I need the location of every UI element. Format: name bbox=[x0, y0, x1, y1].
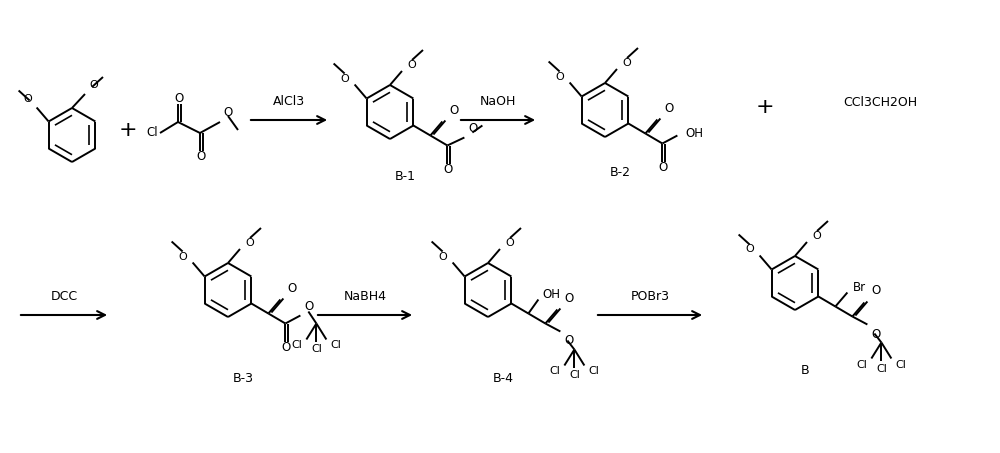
Text: O: O bbox=[24, 93, 33, 103]
Text: DCC: DCC bbox=[50, 290, 78, 303]
Text: O: O bbox=[282, 341, 291, 354]
Text: O: O bbox=[407, 60, 416, 70]
Text: O: O bbox=[341, 73, 350, 83]
Text: Cl: Cl bbox=[857, 360, 867, 370]
Text: O: O bbox=[89, 80, 98, 90]
Text: Cl: Cl bbox=[588, 366, 599, 376]
Text: B: B bbox=[801, 365, 809, 377]
Text: O: O bbox=[564, 291, 574, 304]
Text: OH: OH bbox=[542, 288, 560, 301]
Text: O: O bbox=[871, 328, 881, 341]
Text: O: O bbox=[179, 251, 188, 261]
Text: OH: OH bbox=[685, 127, 703, 140]
Text: O: O bbox=[746, 245, 755, 255]
Text: O: O bbox=[287, 281, 297, 294]
Text: +: + bbox=[119, 120, 137, 140]
Text: Cl: Cl bbox=[895, 360, 906, 370]
Text: Cl: Cl bbox=[311, 344, 322, 355]
Text: O: O bbox=[564, 334, 574, 347]
Text: O: O bbox=[439, 251, 448, 261]
Text: B-2: B-2 bbox=[610, 165, 631, 178]
Text: Br: Br bbox=[852, 281, 866, 294]
Text: O: O bbox=[871, 284, 881, 298]
Text: O: O bbox=[556, 72, 565, 82]
Text: B-1: B-1 bbox=[394, 170, 416, 183]
Text: O: O bbox=[659, 161, 668, 174]
Text: AlCl3: AlCl3 bbox=[273, 95, 305, 108]
Text: O: O bbox=[812, 231, 821, 241]
Text: Cl: Cl bbox=[146, 126, 158, 140]
Text: O: O bbox=[444, 163, 453, 176]
Text: NaOH: NaOH bbox=[480, 95, 516, 108]
Text: B-4: B-4 bbox=[492, 371, 514, 385]
Text: O: O bbox=[505, 238, 514, 248]
Text: Cl: Cl bbox=[330, 341, 341, 351]
Text: O: O bbox=[468, 122, 478, 135]
Text: Cl: Cl bbox=[550, 366, 560, 376]
Text: O: O bbox=[449, 103, 459, 116]
Text: O: O bbox=[622, 58, 631, 68]
Text: Cl: Cl bbox=[569, 371, 580, 381]
Text: +: + bbox=[756, 97, 774, 117]
Text: O: O bbox=[304, 300, 314, 313]
Text: O: O bbox=[196, 150, 206, 164]
Text: Cl: Cl bbox=[876, 363, 887, 374]
Text: O: O bbox=[245, 238, 254, 248]
Text: O: O bbox=[664, 101, 674, 115]
Text: O: O bbox=[223, 106, 232, 119]
Text: CCl3CH2OH: CCl3CH2OH bbox=[843, 96, 917, 109]
Text: NaBH4: NaBH4 bbox=[344, 290, 386, 303]
Text: Cl: Cl bbox=[292, 341, 302, 351]
Text: B-3: B-3 bbox=[232, 371, 254, 385]
Text: POBr3: POBr3 bbox=[631, 290, 670, 303]
Text: O: O bbox=[174, 92, 184, 105]
